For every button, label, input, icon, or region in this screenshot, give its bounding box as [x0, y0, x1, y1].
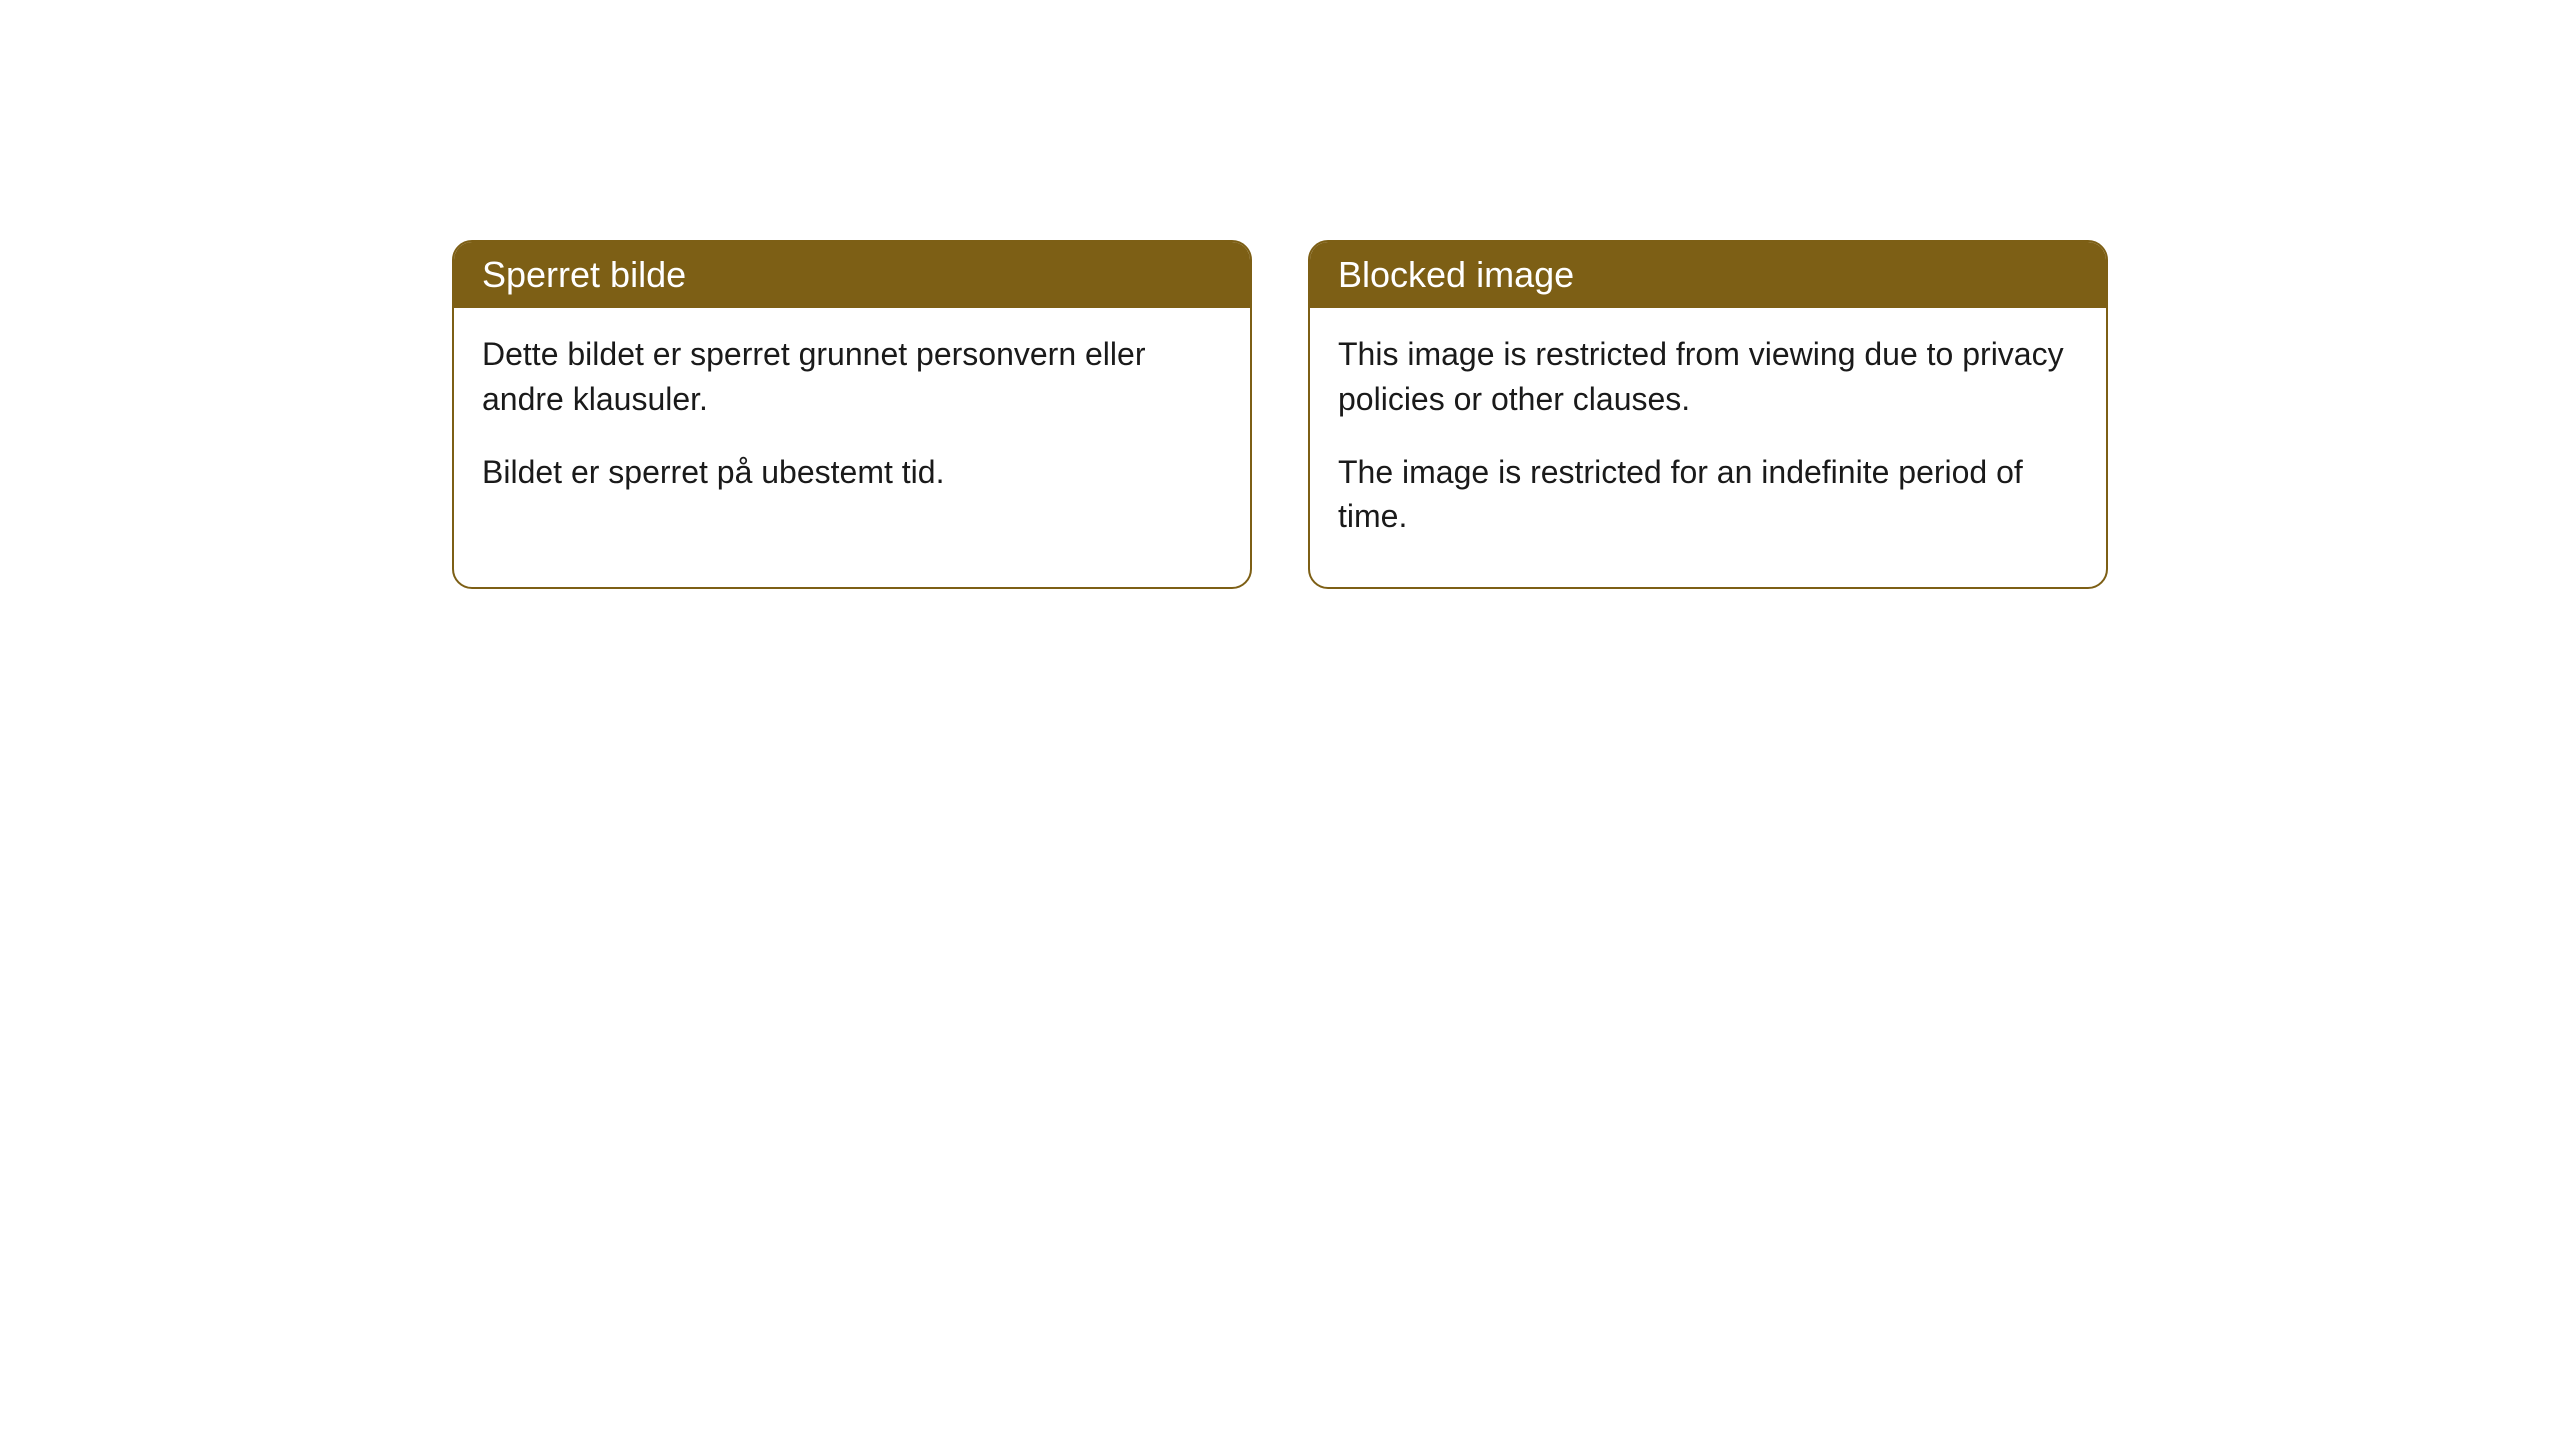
card-title: Blocked image — [1338, 254, 1574, 295]
blocked-image-card-english: Blocked image This image is restricted f… — [1308, 240, 2108, 589]
card-paragraph: The image is restricted for an indefinit… — [1338, 450, 2078, 540]
cards-container: Sperret bilde Dette bildet er sperret gr… — [0, 240, 2560, 589]
card-body: Dette bildet er sperret grunnet personve… — [454, 308, 1250, 542]
card-body: This image is restricted from viewing du… — [1310, 308, 2106, 587]
card-header: Blocked image — [1310, 242, 2106, 308]
card-header: Sperret bilde — [454, 242, 1250, 308]
blocked-image-card-norwegian: Sperret bilde Dette bildet er sperret gr… — [452, 240, 1252, 589]
card-paragraph: Bildet er sperret på ubestemt tid. — [482, 450, 1222, 495]
card-paragraph: This image is restricted from viewing du… — [1338, 332, 2078, 422]
card-title: Sperret bilde — [482, 254, 686, 295]
card-paragraph: Dette bildet er sperret grunnet personve… — [482, 332, 1222, 422]
